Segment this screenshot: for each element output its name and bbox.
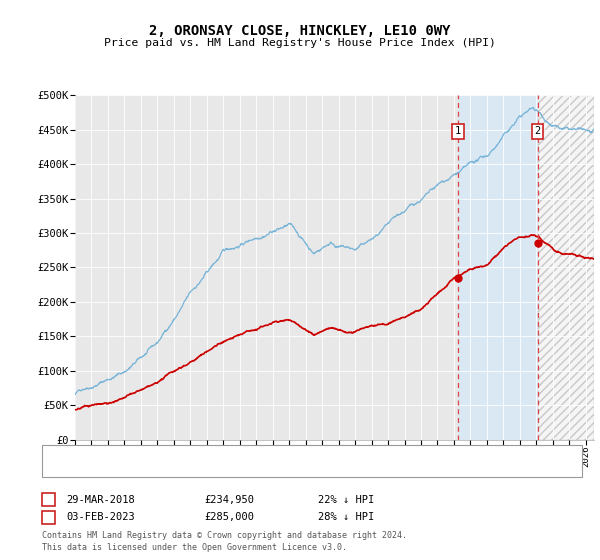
Text: 2, ORONSAY CLOSE, HINCKLEY, LE10 0WY (detached house): 2, ORONSAY CLOSE, HINCKLEY, LE10 0WY (de…	[72, 449, 383, 459]
Text: 1: 1	[46, 494, 52, 505]
Text: 1: 1	[455, 127, 461, 137]
Text: HPI: Average price, detached house, Hinckley and Bosworth: HPI: Average price, detached house, Hinc…	[72, 465, 407, 475]
Text: 22% ↓ HPI: 22% ↓ HPI	[318, 494, 374, 505]
Bar	[538, 95, 594, 440]
Text: 03-FEB-2023: 03-FEB-2023	[66, 512, 135, 522]
Text: 2, ORONSAY CLOSE, HINCKLEY, LE10 0WY: 2, ORONSAY CLOSE, HINCKLEY, LE10 0WY	[149, 24, 451, 38]
Text: 2: 2	[46, 512, 52, 522]
Text: £285,000: £285,000	[204, 512, 254, 522]
Text: 29-MAR-2018: 29-MAR-2018	[66, 494, 135, 505]
Text: 2: 2	[535, 127, 541, 137]
Text: —: —	[51, 463, 67, 478]
Text: £234,950: £234,950	[204, 494, 254, 505]
Bar	[458, 95, 538, 440]
Text: —: —	[51, 446, 67, 461]
Text: This data is licensed under the Open Government Licence v3.0.: This data is licensed under the Open Gov…	[42, 543, 347, 552]
Text: Price paid vs. HM Land Registry's House Price Index (HPI): Price paid vs. HM Land Registry's House …	[104, 38, 496, 48]
Text: Contains HM Land Registry data © Crown copyright and database right 2024.: Contains HM Land Registry data © Crown c…	[42, 531, 407, 540]
Text: 28% ↓ HPI: 28% ↓ HPI	[318, 512, 374, 522]
